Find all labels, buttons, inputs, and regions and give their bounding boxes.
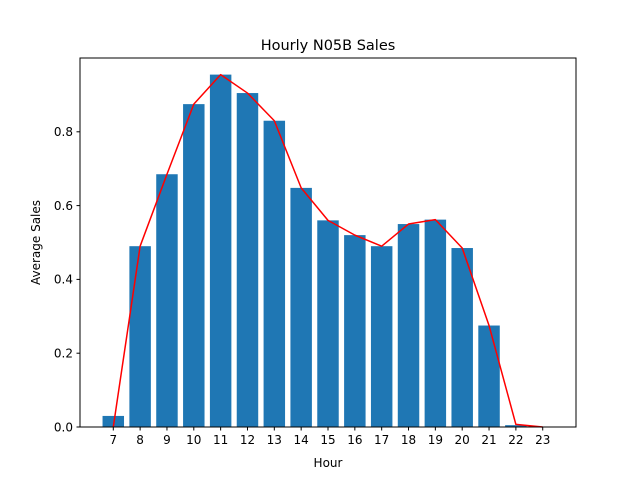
- bar-11: [209, 74, 232, 427]
- x-tick-label-22: 22: [508, 433, 523, 447]
- y-tick-label-0.2: 0.2: [54, 347, 73, 361]
- bar-17: [370, 246, 393, 427]
- trend-line: [112, 73, 543, 428]
- bar-20: [451, 248, 473, 427]
- x-tick-label-17: 17: [374, 433, 389, 447]
- y-tick-label-0.8: 0.8: [54, 125, 73, 139]
- x-tick-label-11: 11: [213, 433, 228, 447]
- bar-12: [236, 93, 259, 428]
- x-tick-label-13: 13: [267, 433, 282, 447]
- line-series: [112, 73, 543, 428]
- y-tick-label-0.4: 0.4: [54, 273, 73, 287]
- x-tick-label-12: 12: [240, 433, 255, 447]
- x-tick-label-21: 21: [481, 433, 496, 447]
- x-tick-label-10: 10: [186, 433, 201, 447]
- bar-18: [397, 224, 420, 427]
- bar-10: [183, 104, 205, 427]
- bar-19: [424, 219, 447, 427]
- x-tick-label-14: 14: [294, 433, 309, 447]
- bar-14: [290, 187, 312, 427]
- bar-22: [505, 425, 527, 427]
- x-tick-label-8: 8: [136, 433, 144, 447]
- x-tick-label-7: 7: [109, 433, 117, 447]
- bar-21: [478, 325, 500, 427]
- bar-7: [102, 415, 125, 427]
- x-tick-label-20: 20: [455, 433, 470, 447]
- bar-9: [156, 174, 178, 427]
- x-tick-label-23: 23: [535, 433, 550, 447]
- bar-15: [317, 220, 339, 427]
- y-axis: 0.0 0.2 0.4 0.6 0.8: [54, 125, 80, 434]
- bar-series: [102, 74, 527, 428]
- x-tick-label-9: 9: [163, 433, 171, 447]
- bar-13: [263, 120, 286, 427]
- x-axis-label: Hour: [314, 456, 343, 470]
- x-tick-label-15: 15: [320, 433, 335, 447]
- x-tick-label-19: 19: [428, 433, 443, 447]
- y-tick-label-0.0: 0.0: [54, 420, 73, 434]
- chart-title: Hourly N05B Sales: [261, 38, 396, 54]
- x-axis: 7 8 9 10 11 12 13 14 15 16 17 18 19 20 21 22 23: [109, 427, 550, 447]
- x-tick-label-18: 18: [401, 433, 416, 447]
- x-tick-label-16: 16: [347, 433, 362, 447]
- y-axis-label: Average Sales: [29, 200, 43, 285]
- y-tick-label-0.6: 0.6: [54, 199, 73, 213]
- bar-8: [129, 246, 151, 427]
- bar-16: [344, 235, 366, 427]
